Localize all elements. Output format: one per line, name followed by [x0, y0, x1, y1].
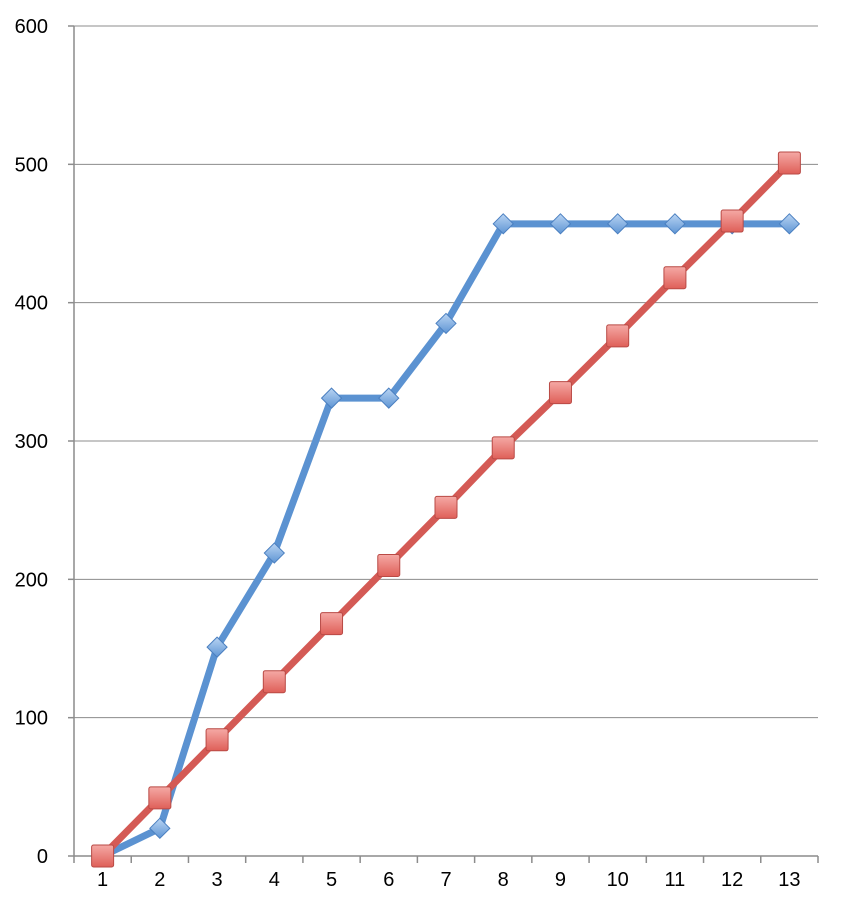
- x-tick-label: 7: [440, 869, 451, 891]
- data-point-diamond: [664, 213, 686, 235]
- data-point-diamond: [606, 213, 629, 235]
- x-tick-label: 12: [721, 869, 743, 891]
- data-point-square: [720, 209, 744, 233]
- data-point-square: [205, 728, 229, 752]
- x-tick-label: 3: [212, 869, 223, 891]
- data-point-square: [777, 151, 801, 175]
- data-point-square: [148, 786, 172, 810]
- data-point-square: [434, 495, 458, 519]
- y-tick-label: 100: [15, 708, 48, 730]
- y-tick-label: 600: [15, 16, 48, 38]
- plot-area: [91, 151, 801, 868]
- data-point-diamond: [435, 312, 457, 335]
- data-point-square: [663, 266, 687, 290]
- grid: [74, 25, 818, 719]
- y-tick-label: 0: [37, 846, 48, 868]
- x-tick-label: 11: [665, 869, 686, 891]
- data-point-diamond: [263, 542, 286, 564]
- y-tick-label: 500: [15, 154, 48, 176]
- x-tick-label: 8: [498, 869, 509, 891]
- x-tick-label: 13: [778, 869, 800, 891]
- series-1: [91, 213, 801, 867]
- data-point-diamond: [492, 213, 514, 235]
- data-point-diamond: [778, 213, 801, 235]
- data-point-diamond: [549, 213, 572, 235]
- x-tick-label: 2: [154, 869, 165, 891]
- data-point-square: [320, 612, 344, 636]
- x-tick-label: 5: [326, 869, 337, 891]
- data-point-diamond: [378, 387, 400, 409]
- data-point-square: [548, 381, 572, 405]
- data-point-diamond: [320, 387, 343, 409]
- x-tick-label: 1: [97, 869, 108, 891]
- series-2: [91, 151, 801, 868]
- data-point-diamond: [149, 817, 171, 840]
- y-tick-label: 400: [15, 293, 48, 315]
- data-point-square: [606, 324, 630, 348]
- data-point-square: [491, 436, 515, 460]
- y-tick-label: 300: [15, 431, 48, 453]
- data-point-square: [377, 554, 401, 577]
- y-tick-label: 200: [15, 569, 48, 591]
- x-tick-label: 4: [269, 869, 280, 891]
- x-tick-label: 6: [383, 869, 394, 891]
- x-tick-label: 9: [555, 869, 566, 891]
- x-tick-label: 10: [607, 869, 629, 891]
- data-point-square: [91, 844, 115, 868]
- data-point-square: [262, 670, 286, 694]
- data-point-diamond: [206, 636, 228, 658]
